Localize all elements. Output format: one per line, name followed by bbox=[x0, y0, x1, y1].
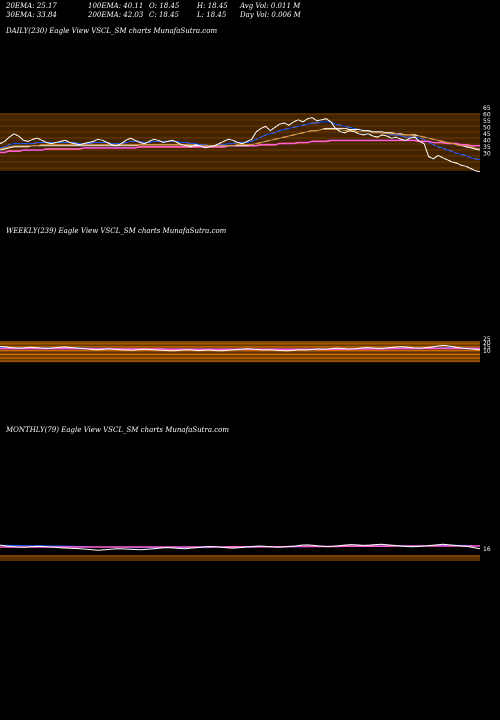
stat-dayvol: Day Vol: 0.006 M bbox=[240, 11, 301, 19]
stat-close: C: 18.45 bbox=[149, 11, 179, 19]
axis-tick-label: 10 bbox=[483, 348, 491, 355]
axis-tick-label: 60 bbox=[483, 112, 491, 119]
price-line bbox=[0, 543, 481, 551]
price-line bbox=[0, 344, 481, 352]
weekly-chart-title: WEEKLY(239) Eagle View VSCL_SM charts Mu… bbox=[6, 227, 227, 235]
axis-tick-label: 40 bbox=[483, 138, 491, 145]
axis-tick-label: 55 bbox=[483, 118, 491, 125]
stat-ema200: 200EMA: 42.03 bbox=[88, 11, 144, 19]
level-bands bbox=[0, 555, 480, 561]
level-bands bbox=[0, 113, 480, 171]
stat-ema20: 20EMA: 25.17 bbox=[6, 2, 57, 10]
stat-low: L: 18.45 bbox=[197, 11, 227, 19]
level-bands bbox=[0, 341, 480, 363]
axis-tick-label: 50 bbox=[483, 125, 491, 132]
axis-tick-label: 16 bbox=[483, 546, 491, 553]
stat-ema30: 30EMA: 33.84 bbox=[6, 11, 57, 19]
axis-tick-label: 25 bbox=[483, 336, 491, 343]
ema-line-0 bbox=[0, 121, 481, 161]
monthly-chart-title: MONTHLY(79) Eagle View VSCL_SM charts Mu… bbox=[6, 426, 229, 434]
monthly-chart: 16 bbox=[0, 543, 491, 561]
stat-avgvol: Avg Vol: 0.011 M bbox=[240, 2, 301, 10]
stat-open: O: 18.45 bbox=[149, 2, 180, 10]
ema-line-2 bbox=[0, 127, 481, 151]
stat-high: H: 18.45 bbox=[197, 2, 228, 10]
axis-tick-label: 15 bbox=[483, 344, 491, 351]
axis-tick-label: 45 bbox=[483, 131, 491, 138]
axis-tick-label: 65 bbox=[483, 105, 491, 112]
axis-tick-label: 30 bbox=[483, 151, 491, 158]
axis-tick-label: 35 bbox=[483, 144, 491, 151]
daily-chart-title: DAILY(230) Eagle View VSCL_SM charts Mun… bbox=[6, 27, 218, 35]
axis-tick-label: 20 bbox=[483, 340, 491, 347]
price-line bbox=[0, 117, 481, 173]
stat-ema100: 100EMA: 40.11 bbox=[88, 2, 144, 10]
